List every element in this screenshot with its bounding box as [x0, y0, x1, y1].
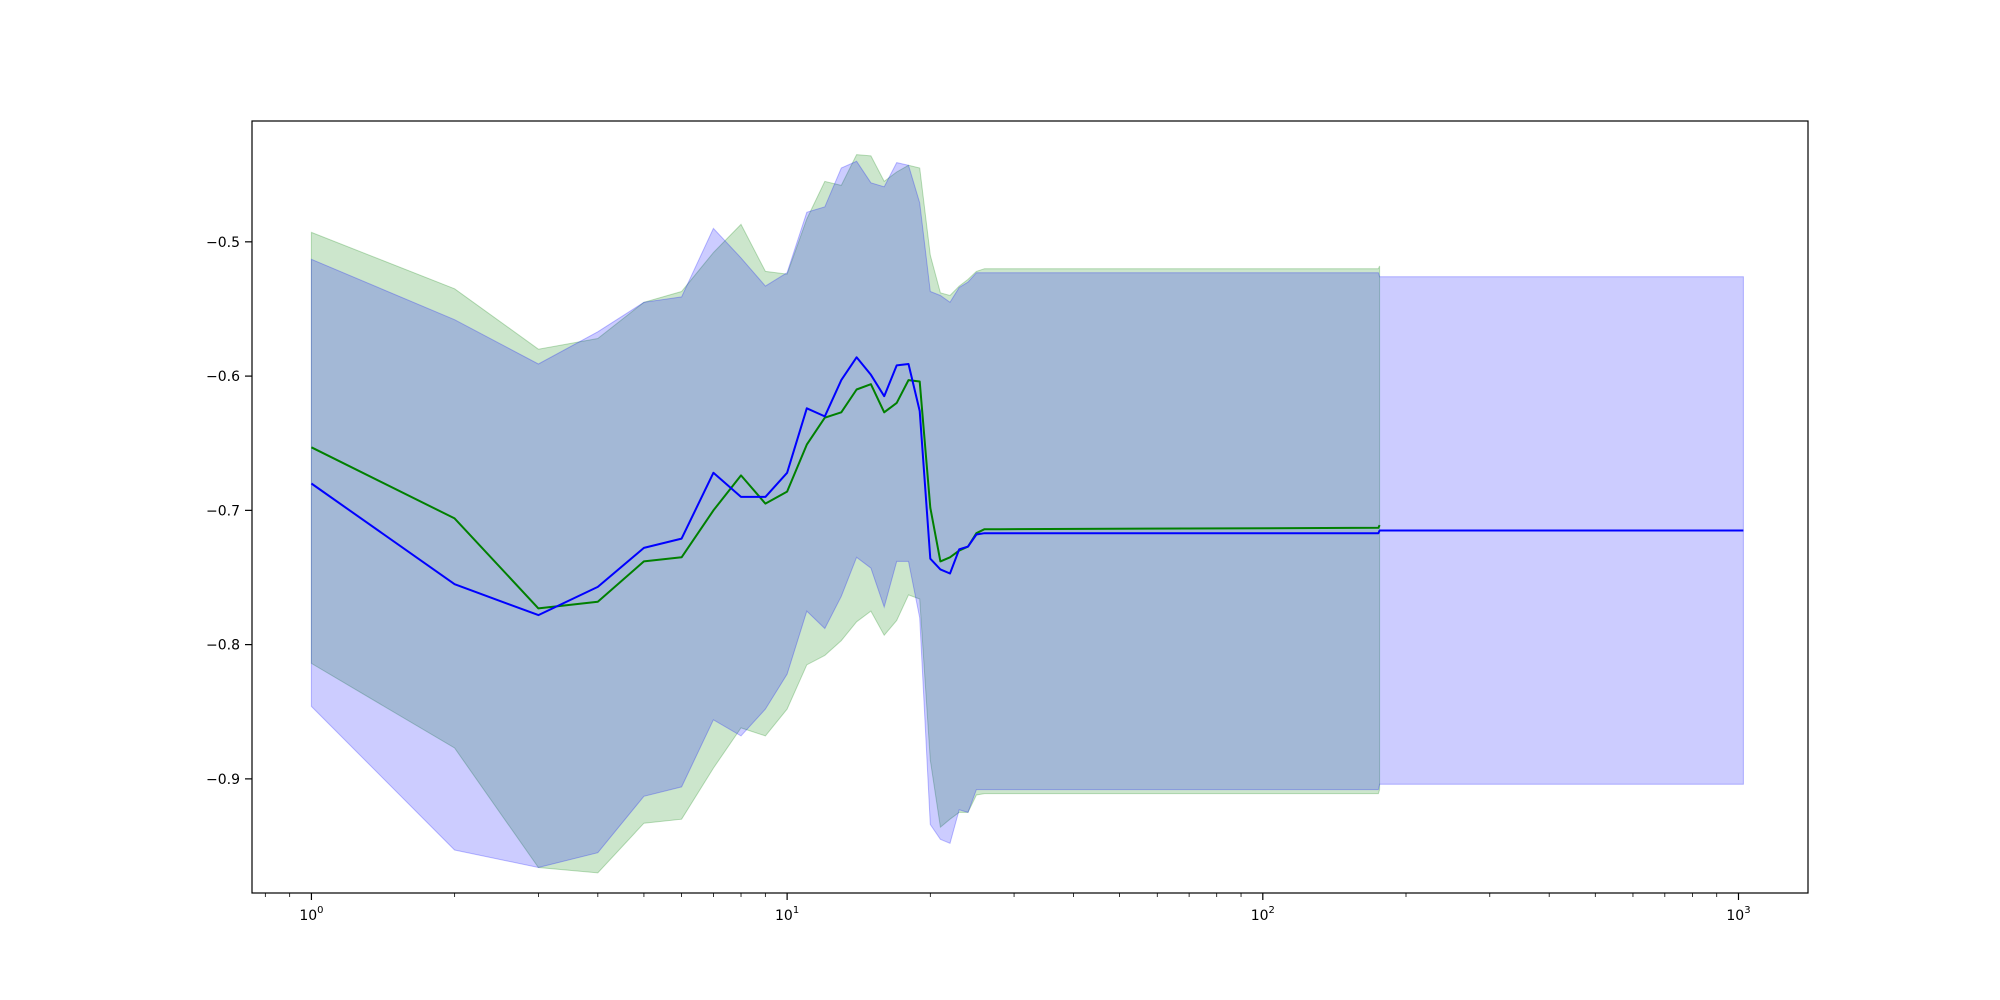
- series-line-1: [310, 356, 1744, 617]
- y-tick-label: −0.9: [206, 772, 240, 788]
- x-tick-label: 103: [1726, 905, 1750, 924]
- y-tick-label: −0.6: [206, 369, 240, 385]
- x-tick-label: 100: [299, 905, 323, 924]
- x-axis-ticks: 100 101 102 103: [264, 893, 1751, 924]
- y-tick-label: −0.5: [206, 235, 240, 251]
- confidence-band-1: [310, 160, 1744, 869]
- series-line-0: [310, 379, 1381, 610]
- series-lines: [310, 356, 1744, 617]
- y-tick-label: −0.7: [206, 503, 240, 519]
- y-axis-ticks: −0.5 −0.6 −0.7 −0.8 −0.9: [206, 235, 252, 788]
- confidence-bands: [310, 154, 1744, 874]
- x-tick-label: 102: [1251, 905, 1275, 924]
- x-tick-label: 101: [775, 905, 799, 924]
- confidence-band-0: [310, 154, 1381, 874]
- plot-frame: [251, 120, 1809, 894]
- y-tick-label: −0.8: [206, 638, 240, 654]
